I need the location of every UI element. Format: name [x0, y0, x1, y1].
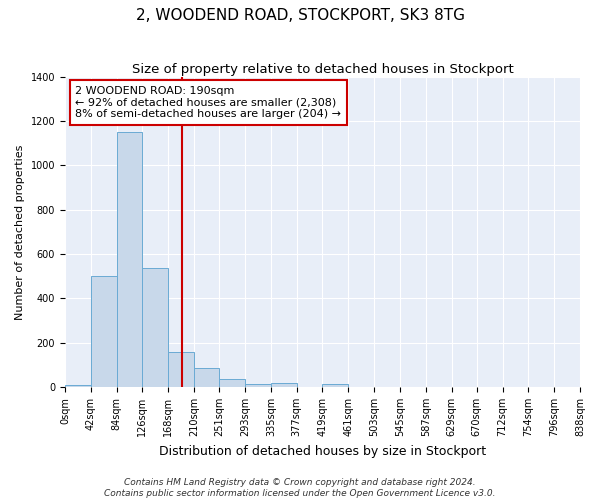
Y-axis label: Number of detached properties: Number of detached properties	[15, 144, 25, 320]
Text: Contains HM Land Registry data © Crown copyright and database right 2024.
Contai: Contains HM Land Registry data © Crown c…	[104, 478, 496, 498]
Bar	[245, 384, 271, 387]
Bar	[194, 368, 219, 387]
Title: Size of property relative to detached houses in Stockport: Size of property relative to detached ho…	[131, 62, 514, 76]
X-axis label: Distribution of detached houses by size in Stockport: Distribution of detached houses by size …	[159, 444, 486, 458]
Bar	[65, 385, 91, 387]
Bar	[271, 382, 296, 387]
Bar	[91, 276, 116, 387]
Bar	[168, 352, 194, 387]
Bar	[322, 384, 348, 387]
Bar	[142, 268, 168, 387]
Text: 2, WOODEND ROAD, STOCKPORT, SK3 8TG: 2, WOODEND ROAD, STOCKPORT, SK3 8TG	[136, 8, 464, 22]
Bar	[116, 132, 142, 387]
Text: 2 WOODEND ROAD: 190sqm
← 92% of detached houses are smaller (2,308)
8% of semi-d: 2 WOODEND ROAD: 190sqm ← 92% of detached…	[75, 86, 341, 119]
Bar	[219, 380, 245, 387]
